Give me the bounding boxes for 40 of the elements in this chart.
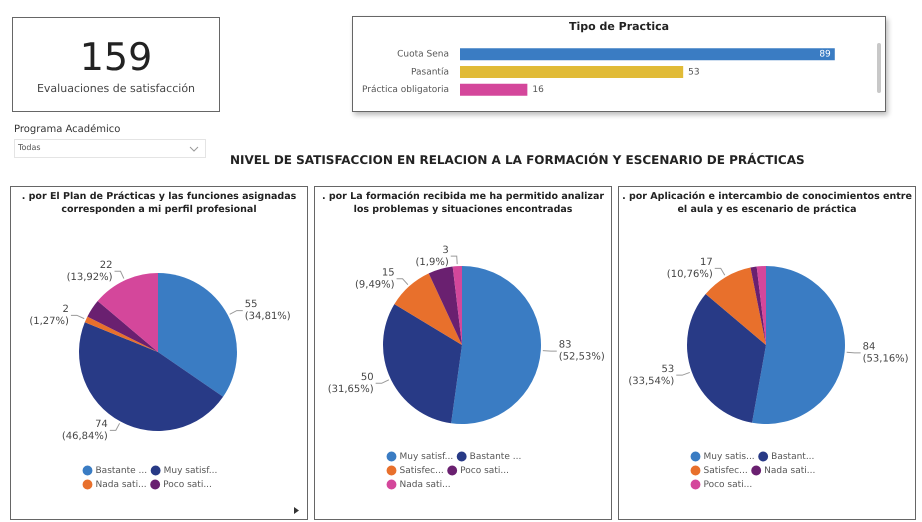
text: Programa Académico [14,124,122,135]
data-label: 84 (53,16%) [862,341,909,364]
text: Todas [18,143,41,152]
legend-label: Muy satis... [704,452,755,462]
legend-label: Poco sati... [163,480,212,490]
data-label: 83 (52,53%) [558,340,605,363]
data-label: 74 (46,84%) [62,418,108,442]
data-label: 15 (9,49%) [355,267,395,290]
legend-label: Satisfec... [704,466,748,476]
text: Evaluaciones de satisfacción [36,82,196,95]
data-label: 55 (34,81%) [244,299,291,322]
y-tick-label: Pasantía [410,66,449,78]
legend-label: Nada sati... [400,480,451,490]
data-label: 89 [819,50,832,60]
chart-title: . por El Plan de Prácticas y las funciones asignadas corresponden a mi perfil profesional [20,190,298,216]
data-label: 2 (1,27%) [29,304,69,327]
legend-label: Muy satisf... [164,466,218,476]
legend-label: Muy satisf... [400,452,454,462]
chart-title: . por Aplicación e intercambio de conocimientos entre el aula y es escenario de práctica [621,190,913,216]
legend-label: Poco sati... [460,466,509,476]
data-label: 53 (33,54%) [628,364,674,387]
text: NIVEL DE SATISFACCION EN RELACION A LA FORMACIÓN Y ESCENARIO DE PRÁCTICAS [230,153,805,167]
data-label: 50 (31,65%) [328,372,374,395]
data-label: 17 (10,76%) [666,256,713,280]
legend-label: Poco sati... [704,480,752,490]
y-tick-label: Práctica obligatoria [362,84,449,96]
legend-label: Bastante ... [96,466,148,476]
legend-label: Nada sati... [96,480,147,490]
legend-label: Bastante ... [470,452,522,462]
chart-title: . por La formación recibida me ha permitido analizar los problemas y situaciones encontradas [320,190,606,216]
text: 159 [78,35,154,79]
data-label: 22 (13,92%) [66,260,113,283]
legend-label: Satisfec... [400,466,444,476]
legend-label: Nada sati... [764,466,816,476]
data-label: 16 [532,85,544,96]
data-label: 53 [688,67,700,78]
chart-title: Tipo de Practica [568,20,670,33]
y-tick-label: Cuota Sena [397,50,449,60]
data-label: 3 (1,9%) [416,244,449,268]
legend-label: Bastant... [771,452,814,462]
